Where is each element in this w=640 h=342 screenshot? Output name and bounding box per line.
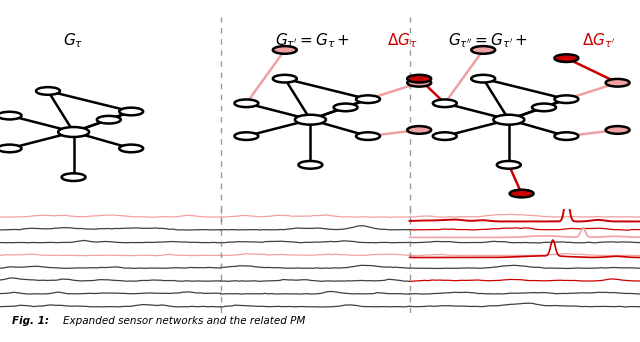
Circle shape [509, 190, 534, 197]
Circle shape [119, 145, 143, 152]
Circle shape [298, 161, 323, 169]
Circle shape [407, 126, 431, 134]
Text: $G_{\tau^{\prime\prime}}=G_{\tau^{\prime}}+$: $G_{\tau^{\prime\prime}}=G_{\tau^{\prime… [448, 31, 528, 50]
Circle shape [97, 116, 121, 123]
Circle shape [0, 112, 22, 119]
Circle shape [119, 108, 143, 115]
Circle shape [554, 95, 579, 103]
Circle shape [497, 161, 521, 169]
Circle shape [605, 126, 630, 134]
Circle shape [433, 100, 457, 107]
Text: $G_{\tau^{\prime}}=G_{\tau}+$: $G_{\tau^{\prime}}=G_{\tau}+$ [275, 31, 350, 50]
Circle shape [356, 132, 380, 140]
Circle shape [554, 54, 579, 62]
Circle shape [234, 132, 259, 140]
Circle shape [36, 87, 60, 95]
Circle shape [273, 46, 297, 54]
Circle shape [234, 100, 259, 107]
Text: $\Delta G_{\tau^{\prime}}$: $\Delta G_{\tau^{\prime}}$ [582, 31, 616, 50]
Text: $G_{\tau}$: $G_{\tau}$ [63, 31, 84, 50]
Circle shape [58, 127, 89, 137]
Circle shape [407, 75, 431, 82]
Text: $\Delta G_{\tau}$: $\Delta G_{\tau}$ [387, 31, 418, 50]
Circle shape [471, 46, 495, 54]
Circle shape [356, 95, 380, 103]
Circle shape [493, 115, 524, 125]
Text: Expanded sensor networks and the related PM: Expanded sensor networks and the related… [63, 316, 305, 326]
Circle shape [295, 115, 326, 125]
Circle shape [532, 104, 556, 111]
Circle shape [0, 145, 22, 152]
Circle shape [471, 75, 495, 82]
Circle shape [407, 79, 431, 87]
Circle shape [433, 132, 457, 140]
Text: Fig. 1:: Fig. 1: [12, 316, 49, 326]
Circle shape [333, 104, 358, 111]
Circle shape [61, 173, 86, 181]
Circle shape [554, 132, 579, 140]
Circle shape [605, 79, 630, 87]
Circle shape [273, 75, 297, 82]
